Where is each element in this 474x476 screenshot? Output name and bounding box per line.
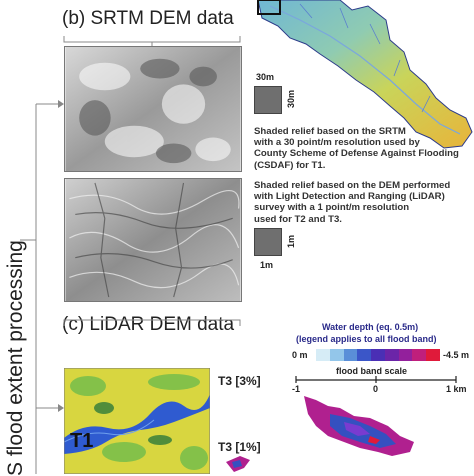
lidar-note: Shaded relief based on the DEM performed…: [254, 180, 450, 225]
scale-tick-label: -1: [292, 384, 301, 394]
legend-swatch: [343, 349, 358, 361]
srtm-note-line: with a 30 point/m resolution used by: [254, 137, 420, 149]
lidar-scale-bottom-label: 1m: [260, 260, 274, 270]
legend-subtitle: (legend applies to all flood band): [296, 334, 437, 344]
srtm-relief-image: [64, 46, 242, 172]
srtm-note-line: (CSDAF) for T1.: [254, 159, 326, 171]
legend-swatch: [329, 349, 344, 361]
srtm-note-line: Shaded relief based on the SRTM: [254, 126, 406, 137]
srtm-note: Shaded relief based on the SRTM with a 3…: [254, 126, 459, 171]
legend-title: Water depth (eq. 0.5m): [322, 322, 419, 332]
legend-swatch: [412, 349, 427, 361]
legend-swatch: [371, 349, 385, 361]
lidar-heading: (c) LiDAR DEM data: [62, 314, 235, 335]
lidar-relief-image: [64, 178, 242, 302]
t1-label: T1: [70, 430, 94, 452]
t3-3-label: T3 [3%]: [218, 374, 261, 388]
scale-tick-label: 0: [373, 384, 379, 394]
lidar-note-line: used for T2 and T3.: [254, 213, 342, 225]
lidar-scale-side-label: 1m: [286, 234, 296, 248]
t3-1-label: T3 [1%]: [218, 440, 261, 454]
legend-max-label: -4.5 m: [443, 350, 470, 360]
t1-flood-map: [64, 368, 210, 474]
scale-tick-label: 1 km: [446, 384, 467, 394]
srtm-scale-box: [254, 86, 282, 114]
srtm-scale-top-label: 30m: [256, 72, 275, 82]
lidar-note-line: with Light Detection and Ranging (LiDAR): [254, 191, 445, 203]
srtm-note-line: County Scheme of Defense Against Floodin…: [254, 148, 459, 160]
scale-title: flood band scale: [336, 366, 408, 376]
lidar-scale-box: [254, 228, 282, 256]
water-depth-legend: [316, 349, 441, 361]
flood-band-scale-bar: [295, 376, 457, 383]
lidar-note-line: survey with a 1 point/m resolution: [254, 202, 410, 214]
legend-swatch: [384, 349, 399, 361]
legend-swatch: [316, 349, 330, 361]
lidar-note-line: Shaded relief based on the DEM performed: [254, 180, 451, 191]
legend-min-label: 0 m: [292, 350, 308, 360]
legend-swatch: [357, 349, 372, 361]
t3-flood-band-map: [226, 396, 414, 472]
legend-swatch: [426, 349, 441, 361]
legend-swatch: [398, 349, 413, 361]
srtm-scale-side-label: 30m: [286, 89, 296, 108]
river-basin-map: [257, 0, 473, 149]
map-inset-frame: [257, 0, 281, 15]
srtm-heading: (b) SRTM DEM data: [62, 8, 234, 29]
